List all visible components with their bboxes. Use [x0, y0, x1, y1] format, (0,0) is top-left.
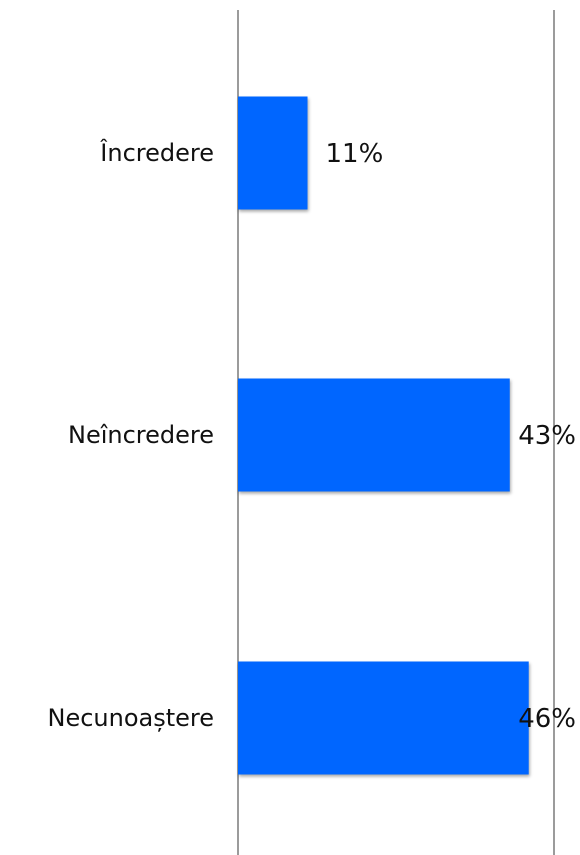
- chart-marks: Încredere 11% Neîncredere 43% Necunoaștere 46…: [47, 96, 576, 775]
- value-label-2: 46%: [518, 704, 576, 734]
- category-label-0: Încredere: [99, 138, 214, 167]
- value-label-1: 43%: [518, 421, 576, 451]
- category-label-1: Neîncredere: [68, 421, 214, 449]
- bar-0: [238, 96, 308, 210]
- value-label-0: 11%: [326, 139, 384, 169]
- bar-1: [238, 378, 510, 492]
- bar-2: [238, 661, 529, 775]
- category-label-2: Necunoaștere: [47, 704, 214, 732]
